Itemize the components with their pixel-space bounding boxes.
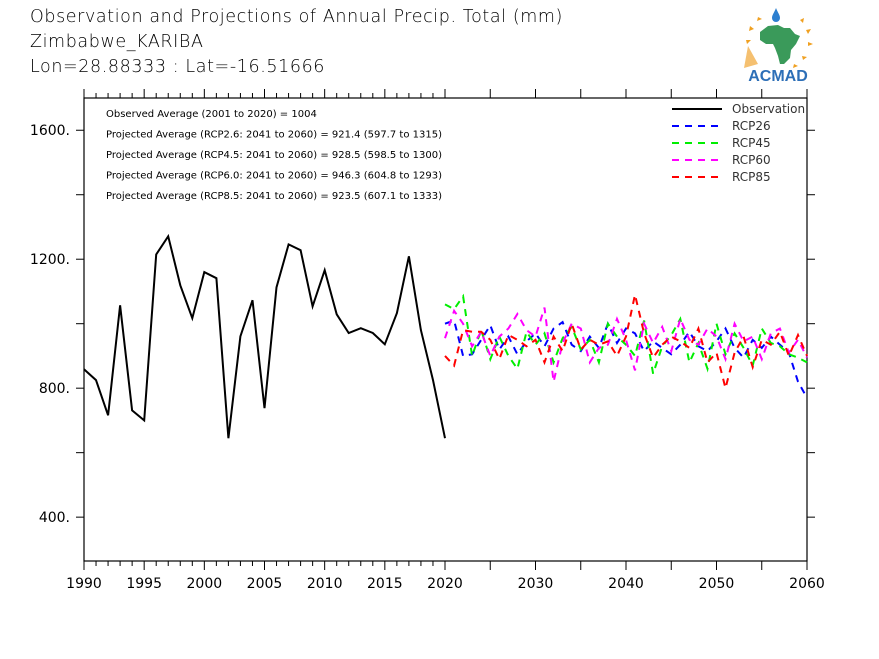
- series-line-rcp45: [444, 293, 808, 375]
- x-tick-label: 2000: [187, 576, 223, 592]
- x-tick-label: 2005: [247, 576, 283, 592]
- series-line-rcp85: [444, 294, 808, 389]
- sun-rays-icon: [746, 17, 813, 68]
- x-tick-label: 2015: [367, 576, 403, 592]
- annotation-text: Projected Average (RCP2.6: 2041 to 2060)…: [106, 130, 442, 141]
- annotations: Observed Average (2001 to 2020) = 1004 Pr…: [106, 109, 442, 202]
- legend-label-rcp26: RCP26: [732, 119, 771, 133]
- station-name: Zimbabwe_KARIBA: [30, 32, 204, 52]
- series-group: [83, 233, 808, 439]
- legend-label-rcp60: RCP60: [732, 153, 771, 167]
- annotation-text: Projected Average (RCP4.5: 2041 to 2060)…: [106, 150, 442, 161]
- series-line-rcp26: [444, 319, 808, 399]
- hatched-wedge-icon: [744, 46, 758, 68]
- legend: Observation RCP26 RCP45 RCP60 RCP85: [672, 102, 805, 184]
- x-tick-label: 1990: [66, 576, 102, 592]
- station-coordinates: Lon=28.88333 : Lat=-16.51666: [30, 57, 326, 77]
- acmad-logo: ACMAD: [744, 8, 813, 84]
- water-drop-icon: [772, 8, 780, 22]
- x-tick-label: 2020: [427, 576, 463, 592]
- x-tick-label: 2060: [789, 576, 825, 592]
- y-tick-label: 400.: [39, 510, 70, 526]
- acmad-logo-text: ACMAD: [748, 68, 808, 84]
- y-tick-label: 1200.: [30, 252, 70, 268]
- legend-label-rcp85: RCP85: [732, 170, 771, 184]
- africa-map-icon: [760, 25, 800, 64]
- x-tick-label: 2040: [608, 576, 644, 592]
- x-tick-label: 2030: [518, 576, 554, 592]
- y-tick-label: 800.: [39, 381, 70, 397]
- legend-label-observation: Observation: [732, 102, 805, 116]
- legend-label-rcp45: RCP45: [732, 136, 771, 150]
- axes: 400. 800. 1200. 1600. 1990 1995 2000 2005 2010 20…: [30, 89, 825, 592]
- series-line-rcp60: [444, 307, 808, 382]
- series-line-observation: [83, 233, 446, 439]
- annotation-text: Projected Average (RCP6.0: 2041 to 2060)…: [106, 171, 442, 182]
- chart-title: Observation and Projections of Annual Pr…: [30, 7, 563, 27]
- annotation-text: Observed Average (2001 to 2020) = 1004: [106, 109, 317, 120]
- x-tick-label: 2050: [699, 576, 735, 592]
- x-tick-label: 1995: [126, 576, 162, 592]
- y-tick-label: 1600.: [30, 123, 70, 139]
- annotation-text: Projected Average (RCP8.5: 2041 to 2060)…: [106, 191, 442, 202]
- x-tick-label: 2010: [307, 576, 343, 592]
